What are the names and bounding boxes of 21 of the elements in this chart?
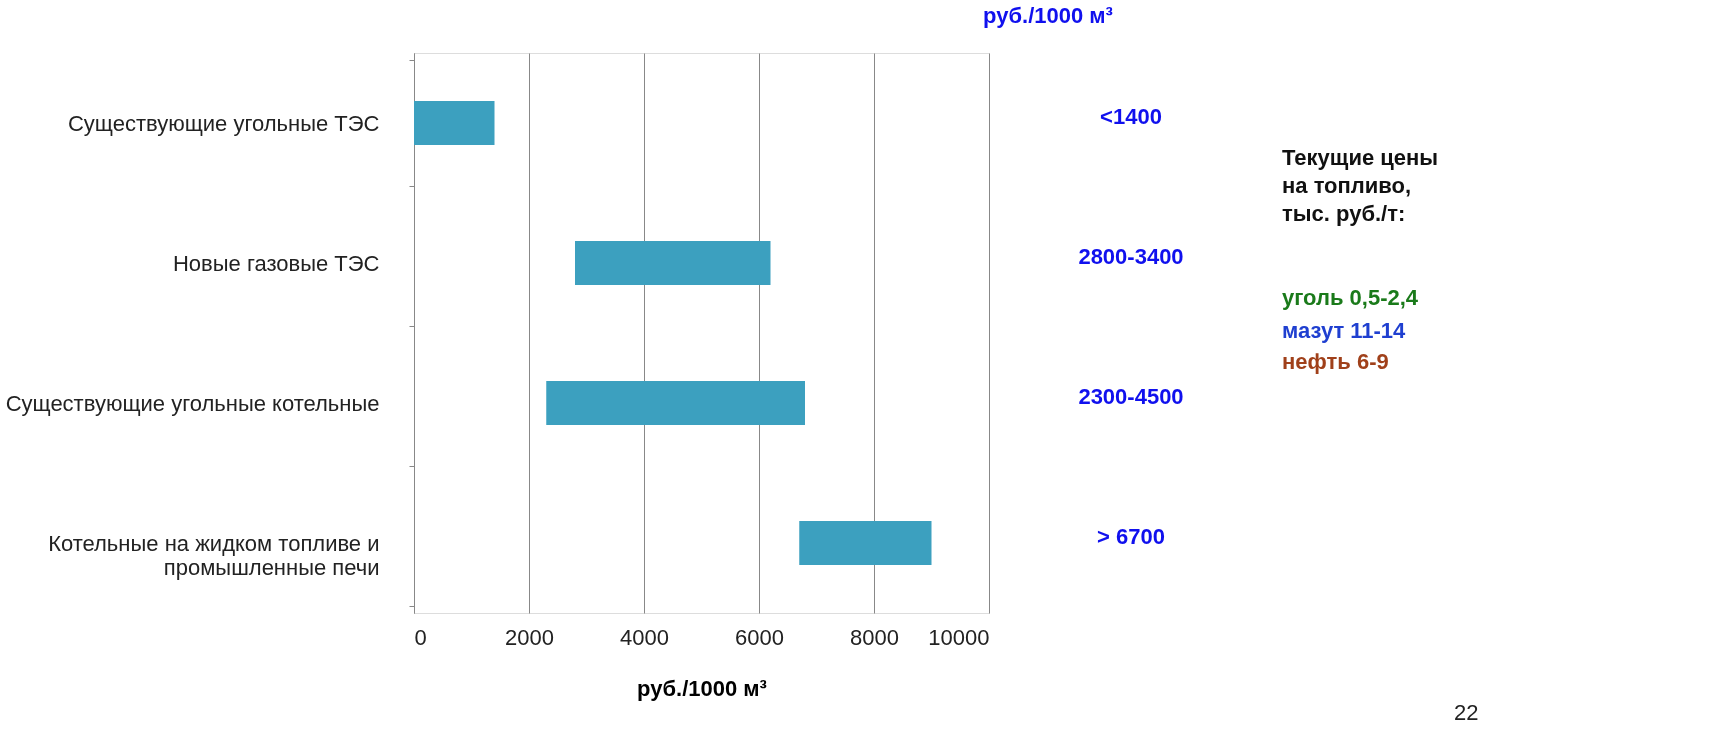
text: > 6700 bbox=[1097, 524, 1165, 549]
text: уголь 0,5-2,4 bbox=[1282, 285, 1419, 310]
y-tick-label: Существующие угольные котельные bbox=[5, 390, 380, 416]
text: 22 bbox=[1454, 700, 1479, 725]
text: Текущие цены на топливо, тыс. руб./т: bbox=[1282, 145, 1439, 226]
x-tick-label: 8000 bbox=[850, 624, 899, 650]
x-tick-label: 6000 bbox=[735, 624, 784, 650]
x-tick-label: 4000 bbox=[620, 624, 669, 650]
y-tick-label: Новые газовые ТЭС bbox=[172, 250, 380, 276]
text: нефть 6-9 bbox=[1282, 349, 1389, 374]
x-tick-label: 0 bbox=[414, 624, 427, 650]
y-tick-label: Существующие угольные ТЭС bbox=[67, 110, 380, 136]
x-tick-label: 2000 bbox=[505, 624, 554, 650]
text: 2800-3400 bbox=[1078, 244, 1184, 269]
y-tick-label: Котельные на жидком топливе и промышленные печи bbox=[48, 530, 380, 580]
x-tick-label: 10000 bbox=[928, 624, 990, 650]
text: <1400 bbox=[1100, 104, 1162, 129]
text: руб./1000 м³ bbox=[637, 675, 767, 701]
text: 2300-4500 bbox=[1078, 384, 1184, 409]
text: мазут 11-14 bbox=[1282, 318, 1407, 343]
x-axis-title: руб./1000 м³ bbox=[983, 3, 1113, 28]
